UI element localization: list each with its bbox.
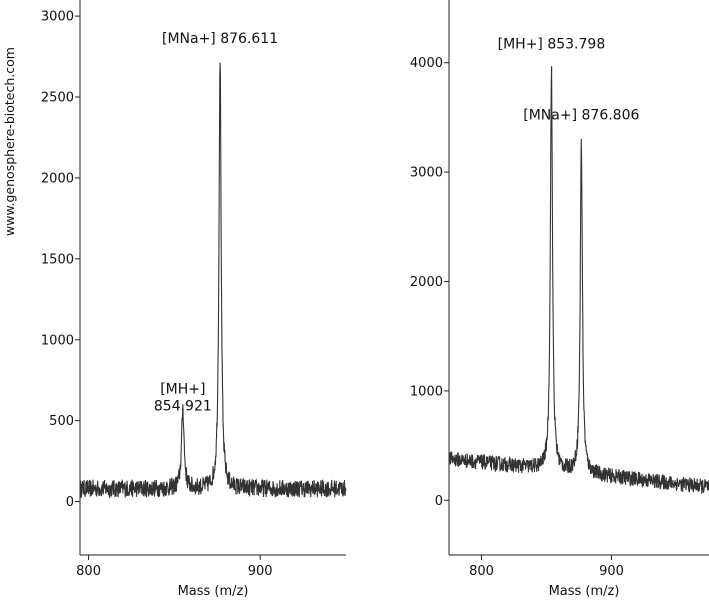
y-tick-label: 3000 xyxy=(41,10,74,25)
y-tick-label: 2000 xyxy=(41,171,74,186)
peak-label: [MNa+] 876.611 xyxy=(162,31,278,47)
x-tick-label: 800 xyxy=(469,564,494,579)
y-tick-label: 2000 xyxy=(410,275,443,290)
x-tick-label: 800 xyxy=(76,564,101,579)
x-tick-label: 900 xyxy=(599,564,624,579)
x-axis-label: Mass (m/z) xyxy=(549,584,620,599)
watermark-text: www.genosphere-biotech.com xyxy=(2,47,17,236)
x-tick-label: 900 xyxy=(248,564,273,579)
y-tick-label: 1500 xyxy=(41,252,74,267)
y-tick-label: 0 xyxy=(66,495,74,510)
x-axis-label: Mass (m/z) xyxy=(178,584,249,599)
spectrum-trace xyxy=(79,62,347,499)
peak-label: 854.921 xyxy=(154,398,212,414)
y-tick-label: 1000 xyxy=(41,333,74,348)
peak-label: [MH+] xyxy=(160,381,205,397)
y-tick-label: 3000 xyxy=(410,166,443,181)
y-tick-label: 2500 xyxy=(41,91,74,106)
spectrum-trace xyxy=(448,66,709,494)
peak-label: [MH+] 853.798 xyxy=(498,37,606,53)
spectrum-right-panel: 0 1000 2000 3000 4000 800 900 Mass (m/z) [MH+] 8… xyxy=(410,0,709,599)
y-tick-label: 1000 xyxy=(410,384,443,399)
y-tick-label: 4000 xyxy=(410,56,443,71)
spectrum-left-panel: 0 500 1000 1500 2000 2500 3000 800 900 Mass (m/z)… xyxy=(41,0,347,599)
peak-label: [MNa+] 876.806 xyxy=(523,108,639,124)
y-tick-label: 500 xyxy=(49,414,74,429)
y-tick-label: 0 xyxy=(435,494,443,509)
